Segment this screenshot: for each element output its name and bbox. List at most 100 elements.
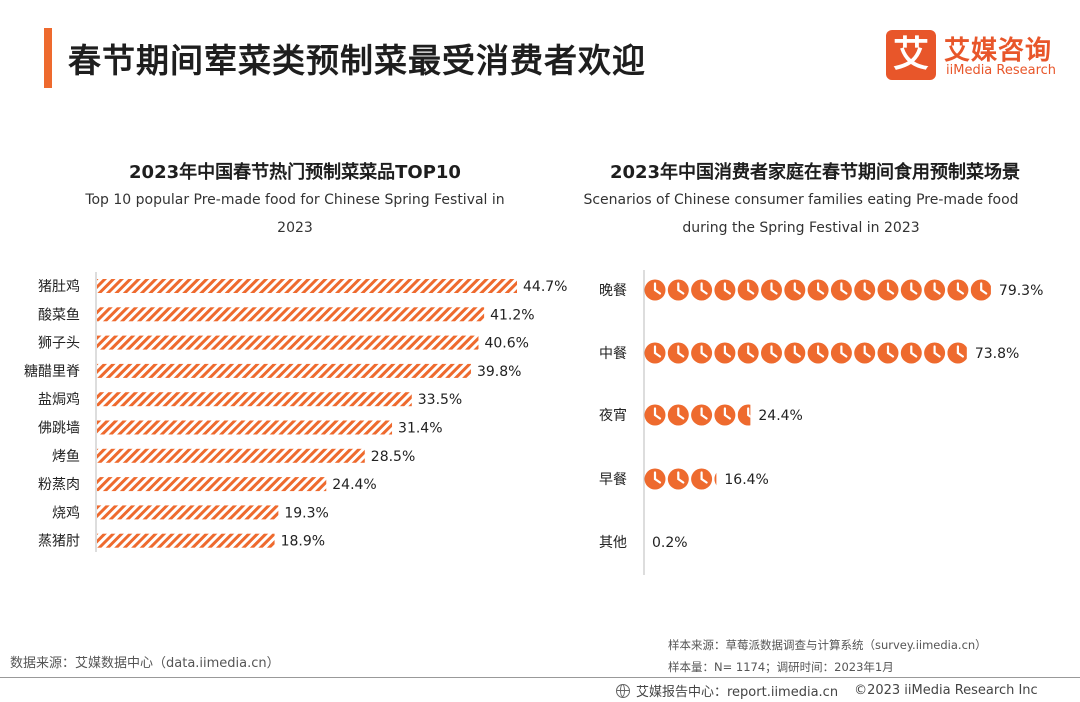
bar (97, 477, 327, 492)
copyright: ©2023 iiMedia Research Inc (854, 683, 1038, 698)
globe-icon (616, 683, 630, 698)
bar (97, 363, 471, 378)
clock-icon (854, 342, 876, 364)
right-chart-subtitle-line-2: during the Spring Festival in 2023 (682, 220, 920, 236)
bar-value-label: 28.5% (371, 449, 415, 465)
clock-icon (900, 342, 922, 364)
clock-icon (784, 342, 806, 364)
right-chart-subtitle-line-1: Scenarios of Chinese consumer families e… (583, 192, 1019, 208)
clock-icon (644, 404, 666, 426)
footer-bar: 艾媒报告中心：report.iimedia.cn ©2023 iiMedia R… (616, 681, 1038, 700)
scenario-value-label: 24.4% (758, 408, 802, 424)
page-title: 春节期间荤菜类预制菜最受消费者欢迎 (68, 41, 646, 80)
clock-icon (877, 279, 899, 301)
sample-size: 样本量：N= 1174；调研时间：2023年1月 (668, 660, 894, 674)
bar-category-label: 粉蒸肉 (38, 477, 80, 493)
clock-icon (807, 342, 829, 364)
bar (97, 307, 485, 322)
iimedia-logo: 艾 艾媒咨询 iiMedia Research (886, 30, 1066, 84)
left-chart-title: 2023年中国春节热门预制菜菜品TOP10 (129, 162, 461, 183)
clock-icon (691, 342, 713, 364)
scenario-value-label: 79.3% (999, 283, 1043, 299)
bar (97, 335, 479, 350)
left-chart-subtitle-line-2: 2023 (277, 220, 313, 236)
bar-category-label: 狮子头 (38, 336, 80, 352)
clock-icon (644, 279, 666, 301)
clock-icon (691, 404, 713, 426)
clock-icon (807, 279, 829, 301)
scenario-label: 早餐 (599, 472, 627, 488)
clock-icon (644, 342, 666, 364)
left-chart-subtitle: Top 10 popular Pre-made food for Chinese… (40, 186, 550, 242)
report-center-link[interactable]: 艾媒报告中心：report.iimedia.cn (636, 685, 839, 700)
clock-icon (691, 468, 713, 490)
bar-category-label: 糖醋里脊 (24, 364, 80, 380)
clock-icon (761, 279, 782, 301)
bar-value-label: 41.2% (490, 307, 534, 323)
bar-category-label: 盐焗鸡 (38, 391, 80, 408)
data-source: 数据来源：艾媒数据中心（data.iimedia.cn） (10, 656, 280, 671)
bar-value-label: 33.5% (418, 392, 462, 408)
clock-icon (667, 468, 689, 490)
clock-icon (667, 404, 689, 426)
bar (97, 420, 393, 435)
bar (97, 448, 365, 463)
bar-category-label: 烧鸡 (52, 504, 80, 521)
bar-value-label: 44.7% (523, 279, 567, 295)
clock-icon (761, 342, 782, 364)
scenario-label: 夜宵 (599, 407, 627, 424)
clock-icon (667, 279, 689, 301)
clock-icon (737, 342, 759, 364)
scenario-value-label: 0.2% (652, 535, 688, 551)
clock-icon (784, 279, 806, 301)
bar-value-label: 31.4% (398, 421, 442, 437)
bar-category-label: 佛跳墙 (38, 421, 80, 437)
bar (97, 392, 412, 407)
scenario-label: 晚餐 (599, 283, 627, 299)
bar (97, 533, 275, 548)
scenario-value-label: 73.8% (975, 346, 1019, 362)
clock-icon (830, 279, 852, 301)
bar-value-label: 19.3% (284, 505, 328, 521)
right-chart-subtitle: Scenarios of Chinese consumer families e… (550, 186, 1052, 242)
pictogram-chart: 晚餐 79.3% 中餐 73.8% 夜宵 24.4% 早餐 16.4% 其他 0.2% (599, 279, 1043, 551)
logo-cn-text: 艾媒咨询 (944, 36, 1053, 66)
clock-icon (854, 279, 876, 301)
logo-glyph: 艾 (892, 34, 929, 75)
clock-icon (877, 342, 899, 364)
clock-icon (900, 279, 922, 301)
bar-category-label: 酸菜鱼 (38, 306, 80, 323)
clock-icon-partial (737, 404, 751, 426)
logo-mark: 艾 (886, 30, 936, 80)
left-chart-subtitle-line-1: Top 10 popular Pre-made food for Chinese… (85, 192, 505, 208)
clock-icon (644, 468, 666, 490)
bar (97, 505, 279, 520)
footer-divider (0, 677, 1080, 678)
bar-value-label: 40.6% (484, 336, 528, 352)
clock-icon (947, 279, 969, 301)
bar-value-label: 24.4% (332, 477, 376, 493)
clock-icon (667, 342, 689, 364)
bar-chart: 猪肚鸡 44.7% 酸菜鱼 41.2% 狮子头 40.6% 糖醋里脊 39.8% 盐焗鸡 33.5… (24, 278, 567, 550)
right-chart-title: 2023年中国消费者家庭在春节期间食用预制菜场景 (609, 162, 1021, 183)
clock-icon-partial (947, 342, 967, 364)
scenario-label: 中餐 (599, 346, 627, 362)
bar-value-label: 39.8% (477, 364, 521, 380)
title-accent-bar (44, 28, 52, 88)
clock-icon (924, 342, 946, 364)
clock-icon (924, 279, 946, 301)
clock-icon (737, 279, 759, 301)
clock-icon-partial (714, 472, 717, 486)
bar-category-label: 猪肚鸡 (38, 278, 80, 295)
clock-icon (714, 342, 736, 364)
clock-icon (714, 279, 736, 301)
clock-icon (714, 404, 736, 426)
clock-icon (830, 342, 852, 364)
scenario-label: 其他 (599, 535, 627, 551)
bar (97, 279, 517, 293)
clock-icon (691, 279, 713, 301)
bar-category-label: 蒸猪肘 (38, 534, 80, 550)
bar-category-label: 烤鱼 (52, 448, 80, 465)
scenario-value-label: 16.4% (724, 472, 768, 488)
